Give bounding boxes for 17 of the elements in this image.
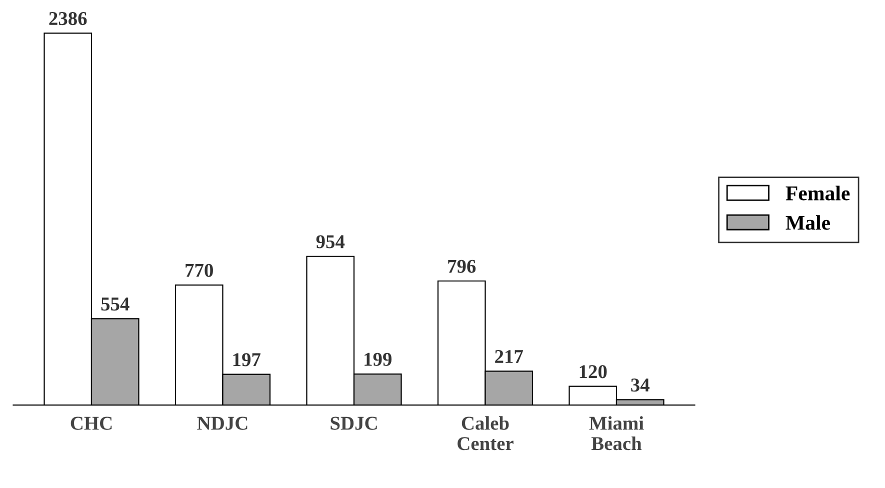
data-label: 197 <box>233 353 260 366</box>
data-label: 199 <box>364 352 392 366</box>
x-tick-label: Caleb Center <box>458 416 514 450</box>
data-label: 796 <box>448 260 476 273</box>
data-label: 770 <box>186 264 213 277</box>
x-tick-label: CHC <box>70 416 112 430</box>
x-tick-label: Miami Beach <box>589 416 644 450</box>
data-label: 120 <box>580 365 607 378</box>
data-label: 554 <box>101 298 130 311</box>
x-tick-label: SDJC <box>330 416 377 430</box>
data-label: 217 <box>495 350 523 363</box>
data-label: 954 <box>316 235 345 248</box>
data-label: 34 <box>631 378 650 392</box>
x-tick-label: NDJC <box>197 416 248 430</box>
legend-label: Female <box>786 186 850 200</box>
legend-label: Male <box>786 215 830 230</box>
data-label: 2386 <box>49 12 87 26</box>
